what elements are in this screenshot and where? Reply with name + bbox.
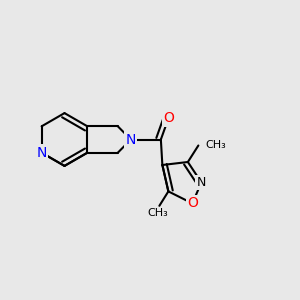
Text: O: O	[163, 112, 174, 125]
Text: O: O	[187, 196, 198, 210]
Text: N: N	[197, 176, 206, 189]
Text: N: N	[126, 133, 136, 146]
Text: N: N	[36, 146, 47, 160]
Text: CH₃: CH₃	[148, 208, 168, 218]
Text: CH₃: CH₃	[205, 140, 226, 151]
